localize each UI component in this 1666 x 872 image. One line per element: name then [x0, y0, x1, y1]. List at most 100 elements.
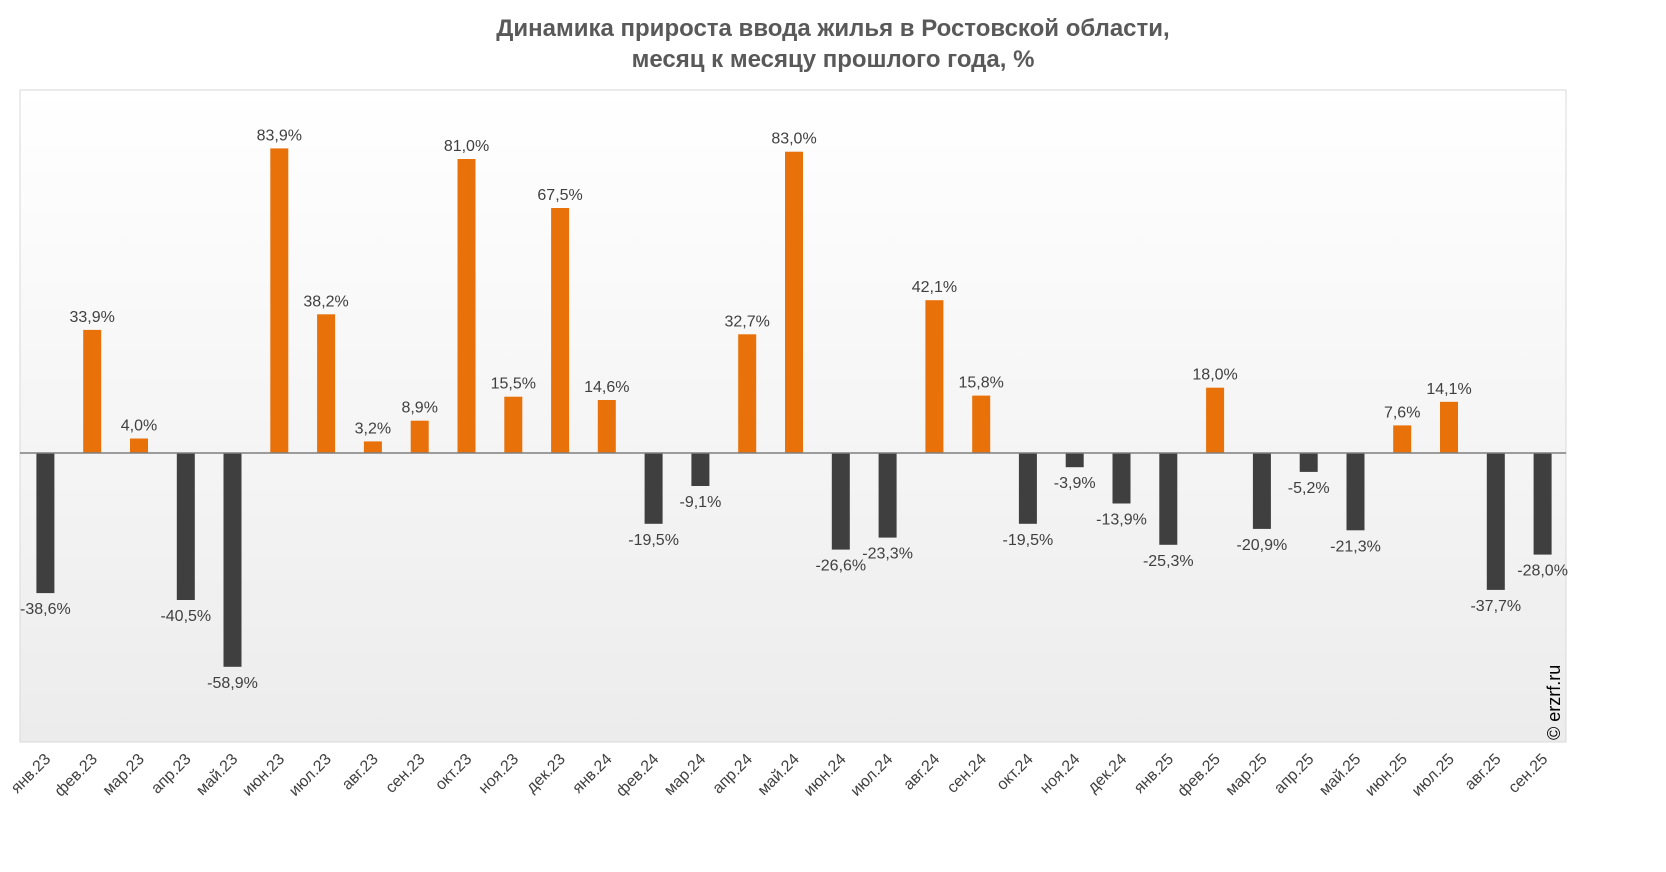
bar-фев.23 — [83, 329, 102, 453]
value-label-авг.23: 3,2% — [355, 420, 391, 437]
x-tick-label-май.23: май.23 — [193, 751, 241, 799]
bar-апр.25 — [1299, 453, 1318, 472]
x-tick-label-авг.24: авг.24 — [900, 751, 943, 794]
value-label-фев.24: -19,5% — [628, 532, 679, 549]
x-tick-label-май.25: май.25 — [1316, 751, 1364, 799]
bar-июл.25 — [1440, 401, 1458, 453]
x-tick-label-фев.25: фев.25 — [1175, 751, 1224, 800]
x-tick-label-сен.24: сен.24 — [944, 751, 990, 797]
x-tick-label-апр.25: апр.25 — [1271, 751, 1318, 798]
bar-июл.23 — [317, 314, 336, 453]
value-label-май.25: -21,3% — [1330, 538, 1381, 555]
value-label-май.23: -58,9% — [207, 675, 258, 692]
bar-сен.25 — [1533, 453, 1552, 555]
bar-апр.24 — [738, 334, 757, 453]
x-tick-label-апр.24: апр.24 — [710, 751, 757, 798]
value-label-янв.23: -38,6% — [20, 601, 71, 618]
bars-group — [36, 148, 1552, 667]
value-label-фев.25: 18,0% — [1192, 367, 1237, 384]
x-tick-label-июл.25: июл.25 — [1409, 751, 1458, 800]
value-label-апр.25: -5,2% — [1288, 480, 1330, 497]
x-tick-label-авг.23: авг.23 — [339, 751, 382, 794]
x-tick-label-окт.23: окт.23 — [432, 751, 475, 794]
bar-окт.23 — [457, 159, 476, 453]
x-tick-label-апр.23: апр.23 — [148, 751, 195, 798]
bar-май.24 — [785, 151, 803, 453]
bar-июн.25 — [1393, 425, 1412, 453]
value-label-апр.24: 32,7% — [725, 313, 770, 330]
x-tick-label-фев.24: фев.24 — [613, 751, 662, 800]
x-tick-label-фев.23: фев.23 — [52, 751, 101, 800]
bar-авг.25 — [1486, 453, 1505, 590]
bar-мар.24 — [691, 453, 710, 486]
value-label-июл.25: 14,1% — [1426, 381, 1471, 398]
x-tick-label-окт.24: окт.24 — [994, 751, 1037, 794]
bar-мар.25 — [1252, 453, 1271, 529]
value-label-мар.23: 4,0% — [121, 418, 157, 435]
x-tick-label-май.24: май.24 — [755, 751, 803, 799]
bar-дек.24 — [1112, 453, 1131, 504]
value-label-сен.24: 15,8% — [959, 375, 1004, 392]
value-label-ноя.24: -3,9% — [1054, 475, 1096, 492]
x-tick-label-июн.23: июн.23 — [239, 751, 288, 800]
x-tick-label-мар.23: мар.23 — [100, 751, 148, 799]
bar-май.25 — [1346, 453, 1365, 531]
bar-авг.23 — [363, 441, 382, 453]
value-label-сен.23: 8,9% — [401, 400, 437, 417]
bar-янв.25 — [1159, 453, 1178, 545]
bar-июн.24 — [831, 453, 850, 550]
value-label-дек.24: -13,9% — [1096, 512, 1147, 529]
value-labels-group: -38,6% 33,9% 4,0% -40,5% -58,9% 83,9% 38,2% 3,2… — [20, 127, 1568, 691]
value-label-авг.25: -37,7% — [1470, 598, 1521, 615]
x-tick-label-июл.23: июл.23 — [286, 751, 335, 800]
value-label-июн.24: -26,6% — [815, 558, 866, 575]
bar-сен.24 — [972, 395, 991, 453]
bar-мар.23 — [130, 438, 148, 453]
bar-фев.25 — [1206, 387, 1225, 453]
value-label-янв.24: 14,6% — [584, 379, 629, 396]
value-label-май.24: 83,0% — [771, 131, 816, 148]
value-label-мар.24: -9,1% — [680, 494, 722, 511]
x-tick-label-ноя.23: ноя.23 — [476, 751, 522, 797]
value-label-авг.24: 42,1% — [912, 279, 957, 296]
x-tick-label-ноя.24: ноя.24 — [1037, 751, 1083, 797]
value-label-ноя.23: 15,5% — [491, 376, 536, 393]
x-tick-label-дек.23: дек.23 — [523, 751, 569, 797]
x-tick-label-июн.24: июн.24 — [801, 751, 850, 800]
bar-апр.23 — [176, 453, 195, 600]
copyright-text: © erzrf.ru — [1544, 665, 1564, 740]
x-tick-label-мар.24: мар.24 — [661, 751, 709, 799]
value-label-окт.24: -19,5% — [1003, 532, 1054, 549]
bar-сен.23 — [410, 420, 429, 453]
value-label-июл.23: 38,2% — [303, 293, 348, 310]
value-label-сен.25: -28,0% — [1517, 563, 1568, 580]
bar-авг.24 — [925, 300, 944, 453]
bar-окт.24 — [1018, 453, 1037, 524]
x-tick-label-янв.24: янв.24 — [569, 751, 615, 797]
value-label-июл.24: -23,3% — [862, 546, 913, 563]
bar-май.23 — [223, 453, 242, 667]
value-label-фев.23: 33,9% — [70, 309, 115, 326]
value-label-янв.25: -25,3% — [1143, 553, 1194, 570]
bar-ноя.23 — [504, 396, 523, 453]
bar-дек.23 — [551, 208, 570, 453]
bar-ноя.24 — [1065, 453, 1084, 468]
x-tick-label-авг.25: авг.25 — [1462, 751, 1505, 794]
x-tick-label-мар.25: мар.25 — [1223, 751, 1271, 799]
bar-июл.24 — [878, 453, 897, 538]
x-tick-label-янв.23: янв.23 — [8, 751, 54, 797]
x-tick-label-янв.25: янв.25 — [1131, 751, 1177, 797]
x-tick-label-дек.24: дек.24 — [1085, 751, 1131, 797]
x-tick-label-сен.23: сен.23 — [383, 751, 429, 797]
x-tick-label-июл.24: июл.24 — [848, 751, 897, 800]
value-label-июн.25: 7,6% — [1384, 404, 1420, 421]
value-label-июн.23: 83,9% — [257, 127, 302, 144]
bar-янв.24 — [597, 400, 616, 453]
bar-фев.24 — [644, 453, 663, 524]
value-label-мар.25: -20,9% — [1237, 537, 1288, 554]
value-label-окт.23: 81,0% — [444, 138, 489, 155]
x-tick-label-июн.25: июн.25 — [1362, 751, 1411, 800]
value-label-дек.23: 67,5% — [537, 187, 582, 204]
